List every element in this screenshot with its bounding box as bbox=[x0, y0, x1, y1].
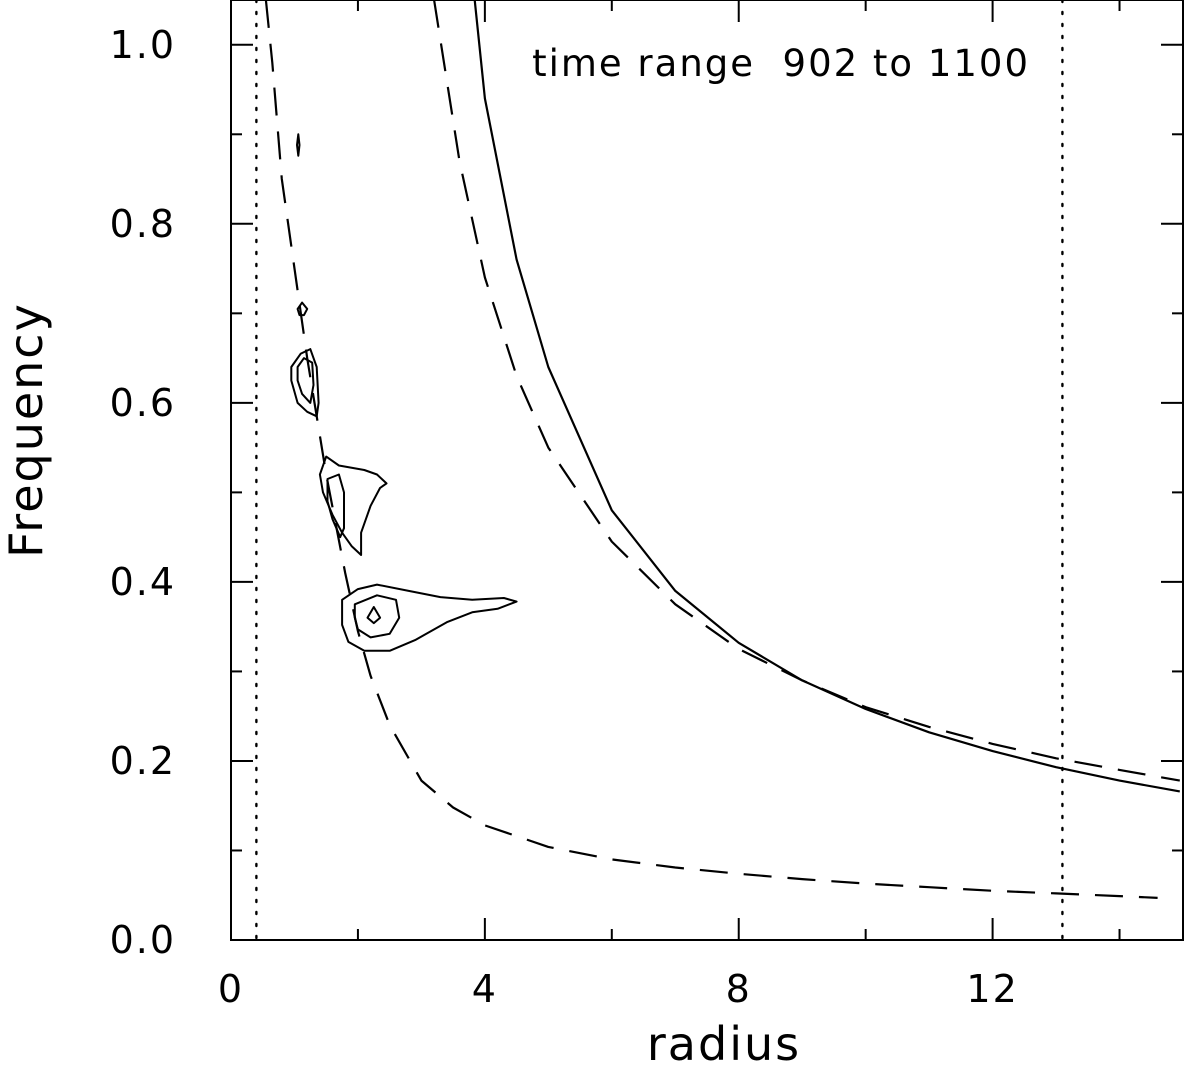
curve-solid-1 bbox=[473, 0, 1180, 793]
y-tick-label: 1.0 bbox=[110, 23, 176, 67]
contour-5 bbox=[318, 455, 388, 556]
curve-dashed-3 bbox=[264, 0, 1158, 899]
y-tick-label: 0.8 bbox=[110, 202, 176, 246]
y-tick-label: 0.2 bbox=[110, 739, 176, 783]
contour-2 bbox=[296, 301, 309, 317]
y-tick-label: 0.0 bbox=[110, 918, 176, 962]
y-tick-label: 0.6 bbox=[110, 381, 176, 425]
x-tick-label: 8 bbox=[726, 967, 752, 1011]
contour-9 bbox=[366, 606, 382, 625]
y-axis-label: Frequency bbox=[0, 302, 53, 558]
contour-8 bbox=[353, 594, 401, 639]
x-tick-label: 12 bbox=[966, 967, 1018, 1011]
curve-dashed-2 bbox=[433, 0, 1180, 782]
x-axis-label: radius bbox=[647, 1017, 801, 1071]
contour-4 bbox=[296, 357, 315, 404]
contour-6 bbox=[326, 473, 345, 539]
plot-frame bbox=[230, 0, 1184, 941]
contour-7 bbox=[341, 583, 518, 652]
x-tick-label: 0 bbox=[218, 967, 244, 1011]
y-tick-label: 0.4 bbox=[110, 560, 176, 604]
annotation-time-range: time range 902 to 1100 bbox=[532, 42, 1030, 85]
contour-3 bbox=[290, 348, 320, 418]
contour-1 bbox=[296, 133, 301, 157]
x-tick-label: 4 bbox=[472, 967, 498, 1011]
